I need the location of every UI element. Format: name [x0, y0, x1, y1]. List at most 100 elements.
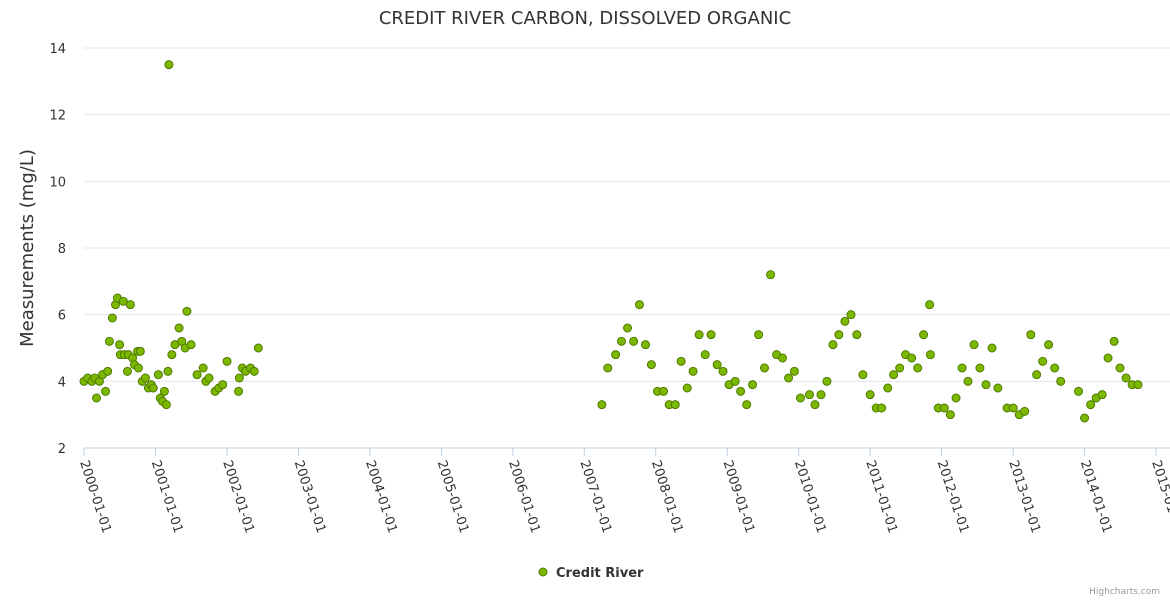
data-point[interactable]: [858, 370, 868, 380]
data-point[interactable]: [611, 350, 621, 360]
data-point[interactable]: [975, 363, 985, 373]
data-point[interactable]: [164, 60, 174, 70]
data-point[interactable]: [925, 300, 935, 310]
data-point[interactable]: [115, 340, 125, 350]
data-point[interactable]: [1133, 380, 1143, 390]
data-point[interactable]: [163, 366, 173, 376]
data-point[interactable]: [186, 340, 196, 350]
data-point[interactable]: [101, 386, 111, 396]
data-point[interactable]: [1008, 403, 1018, 413]
data-point[interactable]: [981, 380, 991, 390]
data-point[interactable]: [1074, 386, 1084, 396]
data-point[interactable]: [104, 336, 114, 346]
data-point[interactable]: [706, 330, 716, 340]
data-point[interactable]: [1044, 340, 1054, 350]
data-point[interactable]: [736, 386, 746, 396]
data-point[interactable]: [167, 350, 177, 360]
data-point[interactable]: [174, 323, 184, 333]
data-point[interactable]: [682, 383, 692, 393]
data-point[interactable]: [1097, 390, 1107, 400]
data-point[interactable]: [616, 336, 626, 346]
data-point[interactable]: [125, 300, 135, 310]
data-point[interactable]: [1115, 363, 1125, 373]
legend[interactable]: Credit River: [538, 566, 644, 581]
data-point[interactable]: [895, 363, 905, 373]
data-point[interactable]: [234, 373, 244, 383]
data-point[interactable]: [1109, 336, 1119, 346]
data-point[interactable]: [993, 383, 1003, 393]
data-point[interactable]: [103, 366, 113, 376]
data-point[interactable]: [963, 376, 973, 386]
data-point[interactable]: [804, 390, 814, 400]
data-point[interactable]: [889, 370, 899, 380]
data-point[interactable]: [1056, 376, 1066, 386]
data-point[interactable]: [122, 366, 132, 376]
data-point[interactable]: [222, 356, 232, 366]
data-point[interactable]: [1086, 400, 1096, 410]
data-point[interactable]: [759, 363, 769, 373]
data-point[interactable]: [828, 340, 838, 350]
data-point[interactable]: [754, 330, 764, 340]
data-point[interactable]: [1121, 373, 1131, 383]
data-point[interactable]: [670, 400, 680, 410]
data-point[interactable]: [192, 370, 202, 380]
data-point[interactable]: [646, 360, 656, 370]
credits-link[interactable]: Highcharts.com: [1089, 587, 1160, 597]
data-point[interactable]: [810, 400, 820, 410]
data-point[interactable]: [865, 390, 875, 400]
data-point[interactable]: [597, 400, 607, 410]
data-point[interactable]: [877, 403, 887, 413]
data-point[interactable]: [253, 343, 263, 353]
data-point[interactable]: [883, 383, 893, 393]
data-point[interactable]: [951, 393, 961, 403]
data-point[interactable]: [153, 370, 163, 380]
data-point[interactable]: [1032, 370, 1042, 380]
data-point[interactable]: [718, 366, 728, 376]
data-point[interactable]: [784, 373, 794, 383]
data-point[interactable]: [182, 306, 192, 316]
data-point[interactable]: [634, 300, 644, 310]
data-point[interactable]: [133, 363, 143, 373]
data-point[interactable]: [700, 350, 710, 360]
data-point[interactable]: [766, 270, 776, 280]
data-point[interactable]: [623, 323, 633, 333]
data-point[interactable]: [249, 366, 259, 376]
data-point[interactable]: [135, 346, 145, 356]
data-point[interactable]: [148, 383, 158, 393]
data-point[interactable]: [840, 316, 850, 326]
data-point[interactable]: [161, 400, 171, 410]
data-point[interactable]: [676, 356, 686, 366]
data-point[interactable]: [742, 400, 752, 410]
data-point[interactable]: [1026, 330, 1036, 340]
data-point[interactable]: [1080, 413, 1090, 423]
data-point[interactable]: [939, 403, 949, 413]
data-point[interactable]: [816, 390, 826, 400]
data-point[interactable]: [603, 363, 613, 373]
data-point[interactable]: [1020, 406, 1030, 416]
data-point[interactable]: [1050, 363, 1060, 373]
data-point[interactable]: [748, 380, 758, 390]
data-point[interactable]: [218, 380, 228, 390]
data-point[interactable]: [1038, 356, 1048, 366]
data-point[interactable]: [795, 393, 805, 403]
data-point[interactable]: [852, 330, 862, 340]
data-point[interactable]: [198, 363, 208, 373]
data-point[interactable]: [159, 386, 169, 396]
data-point[interactable]: [907, 353, 917, 363]
data-point[interactable]: [834, 330, 844, 340]
data-point[interactable]: [822, 376, 832, 386]
data-point[interactable]: [945, 410, 955, 420]
data-point[interactable]: [730, 376, 740, 386]
data-point[interactable]: [925, 350, 935, 360]
data-point[interactable]: [641, 340, 651, 350]
data-point[interactable]: [712, 360, 722, 370]
data-point[interactable]: [629, 336, 639, 346]
data-point[interactable]: [107, 313, 117, 323]
data-point[interactable]: [118, 296, 128, 306]
data-point[interactable]: [688, 366, 698, 376]
data-point[interactable]: [846, 310, 856, 320]
data-point[interactable]: [1103, 353, 1113, 363]
data-point[interactable]: [987, 343, 997, 353]
data-point[interactable]: [694, 330, 704, 340]
data-point[interactable]: [969, 340, 979, 350]
